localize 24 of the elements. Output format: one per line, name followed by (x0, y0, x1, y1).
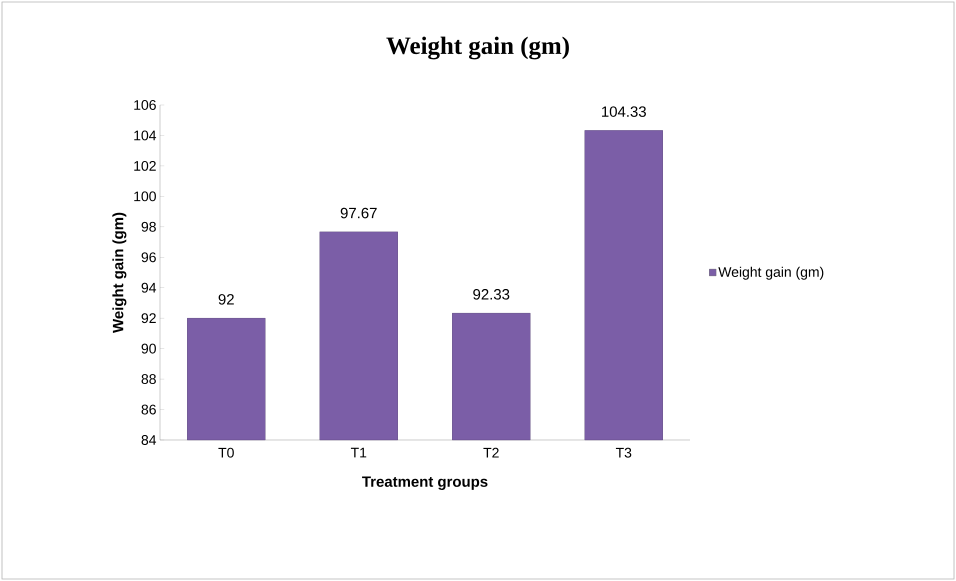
data-label: 92 (218, 294, 234, 305)
y-tick-label: 100 (134, 191, 156, 202)
y-tick-label: 86 (142, 404, 156, 414)
data-label: 92.33 (473, 289, 510, 300)
y-tick-label: 84 (142, 435, 156, 445)
data-label: 104.33 (602, 106, 646, 117)
y-tick-label: 102 (134, 160, 156, 171)
y-tick-label: 92 (142, 313, 156, 324)
legend-label: Weight gain (gm) (718, 266, 824, 280)
x-tick-label: T3 (616, 448, 632, 458)
y-tick-label: 90 (142, 344, 156, 354)
chart-title: Weight gain (gm) (386, 36, 569, 60)
y-tick-label: 88 (142, 374, 156, 384)
y-tick-label: 106 (134, 100, 156, 110)
data-label: 97.67 (340, 208, 377, 218)
y-tick-label: 98 (142, 222, 156, 232)
x-tick-label: T0 (218, 448, 234, 458)
x-tick-label: T2 (483, 448, 499, 458)
y-tick-label: 104 (134, 130, 156, 140)
y-tick-label: 94 (142, 282, 156, 293)
x-axis-title: Treatment groups (362, 476, 488, 490)
y-axis-title: Weight gain (gm) (112, 212, 126, 333)
y-tick-label: 96 (142, 252, 156, 262)
x-tick-label: T1 (350, 448, 366, 458)
